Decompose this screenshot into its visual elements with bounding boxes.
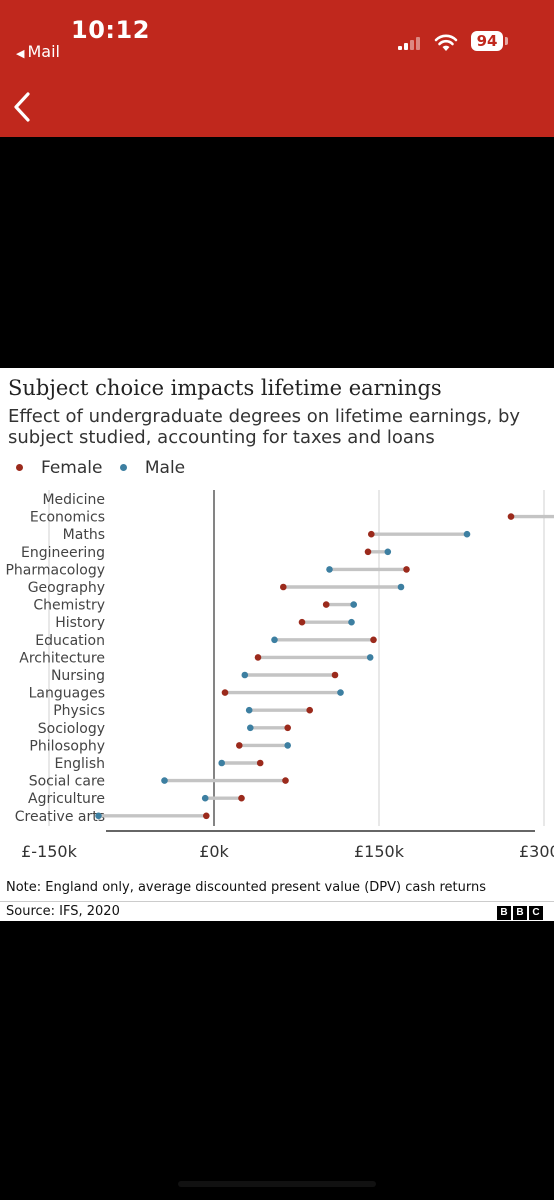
- back-to-mail-link[interactable]: ◀ Mail: [16, 42, 60, 61]
- male-point: [384, 548, 392, 556]
- legend-item-male: Male: [119, 457, 186, 478]
- legend-label-female: Female: [41, 457, 103, 478]
- male-point: [284, 742, 292, 749]
- y-category-label: Chemistry: [33, 598, 105, 614]
- y-category-label: Geography: [28, 580, 105, 596]
- y-category-label: Nursing: [51, 668, 105, 684]
- x-tick-label: £-150k: [21, 842, 77, 861]
- battery-level: 94: [471, 31, 503, 51]
- male-dot-icon: [119, 464, 127, 471]
- male-point: [201, 794, 209, 802]
- female-point: [403, 566, 410, 573]
- legend-item-female: Female: [16, 458, 102, 478]
- female-point: [256, 759, 264, 767]
- female-point: [282, 777, 289, 784]
- male-point: [463, 530, 471, 538]
- female-point: [306, 706, 314, 714]
- female-point: [254, 654, 262, 661]
- y-category-label: Pharmacology: [5, 562, 105, 578]
- female-point: [507, 513, 515, 520]
- female-point: [298, 618, 306, 626]
- chart-card: Subject choice impacts lifetime earnings…: [0, 368, 554, 921]
- status-bar: 10:12 ◀ Mail 94: [0, 0, 554, 137]
- female-point: [203, 812, 210, 820]
- y-category-label: Maths: [63, 527, 105, 543]
- wifi-icon: [434, 34, 458, 51]
- y-category-label: Engineering: [21, 545, 105, 561]
- male-point: [326, 566, 333, 573]
- chart-title: Subject choice impacts lifetime earnings: [8, 376, 442, 400]
- male-point: [161, 777, 168, 784]
- back-triangle-icon: ◀: [16, 47, 25, 60]
- male-point: [350, 601, 358, 608]
- y-category-label: Languages: [29, 686, 105, 702]
- cellular-signal-icon: [398, 36, 424, 50]
- legend-label-male: Male: [144, 457, 186, 478]
- female-point: [284, 724, 292, 732]
- female-point: [280, 583, 287, 591]
- female-point: [322, 601, 330, 608]
- x-tick-label: £300k: [519, 842, 554, 861]
- y-category-label: Agriculture: [28, 791, 105, 807]
- y-category-label: Sociology: [38, 721, 105, 737]
- male-point: [95, 812, 102, 820]
- chevron-left-icon[interactable]: [8, 90, 38, 124]
- male-point: [397, 583, 405, 591]
- chart-subtitle: Effect of undergraduate degrees on lifet…: [8, 406, 521, 448]
- male-point: [218, 759, 225, 767]
- y-category-label: Medicine: [42, 492, 105, 508]
- female-point: [331, 671, 339, 679]
- y-category-label: Philosophy: [29, 738, 105, 754]
- back-app-label: Mail: [27, 42, 60, 61]
- chart-source: Source: IFS, 2020: [6, 904, 120, 919]
- x-tick-label: £0k: [199, 842, 229, 861]
- y-category-label: Economics: [30, 510, 105, 526]
- source-bar: Source: IFS, 2020 B B C: [0, 901, 554, 922]
- male-point: [247, 724, 254, 732]
- y-category-label: History: [55, 615, 105, 631]
- chart-legend: Female Male: [16, 456, 197, 478]
- female-dot-icon: [16, 464, 23, 471]
- clock: 10:12: [71, 16, 150, 44]
- female-point: [370, 636, 377, 644]
- y-category-label: Education: [35, 633, 105, 649]
- x-tick-label: £150k: [354, 842, 405, 861]
- chart-note: Note: England only, average discounted p…: [6, 880, 486, 895]
- male-point: [348, 618, 355, 626]
- bbc-logo-letter: B: [513, 906, 527, 920]
- battery-nub: [505, 37, 508, 45]
- dumbbell-chart: £-150k£0k£150k£300k£450kMedicineEconomic…: [5, 490, 554, 861]
- bbc-logo: B B C: [497, 906, 543, 920]
- y-category-label: Architecture: [19, 650, 105, 666]
- male-point: [271, 636, 278, 644]
- bbc-logo-letter: C: [529, 906, 543, 920]
- male-point: [337, 689, 344, 696]
- female-point: [236, 742, 243, 749]
- male-point: [241, 671, 249, 679]
- female-point: [364, 548, 372, 556]
- female-point: [368, 530, 375, 538]
- y-category-label: English: [54, 756, 105, 772]
- y-category-label: Physics: [53, 703, 105, 719]
- bbc-logo-letter: B: [497, 906, 511, 920]
- female-point: [238, 794, 245, 802]
- y-category-label: Social care: [29, 774, 105, 790]
- home-indicator: [178, 1181, 376, 1187]
- male-point: [366, 654, 374, 661]
- female-point: [221, 689, 229, 696]
- male-point: [245, 706, 253, 714]
- y-category-label: Creative arts: [15, 809, 105, 825]
